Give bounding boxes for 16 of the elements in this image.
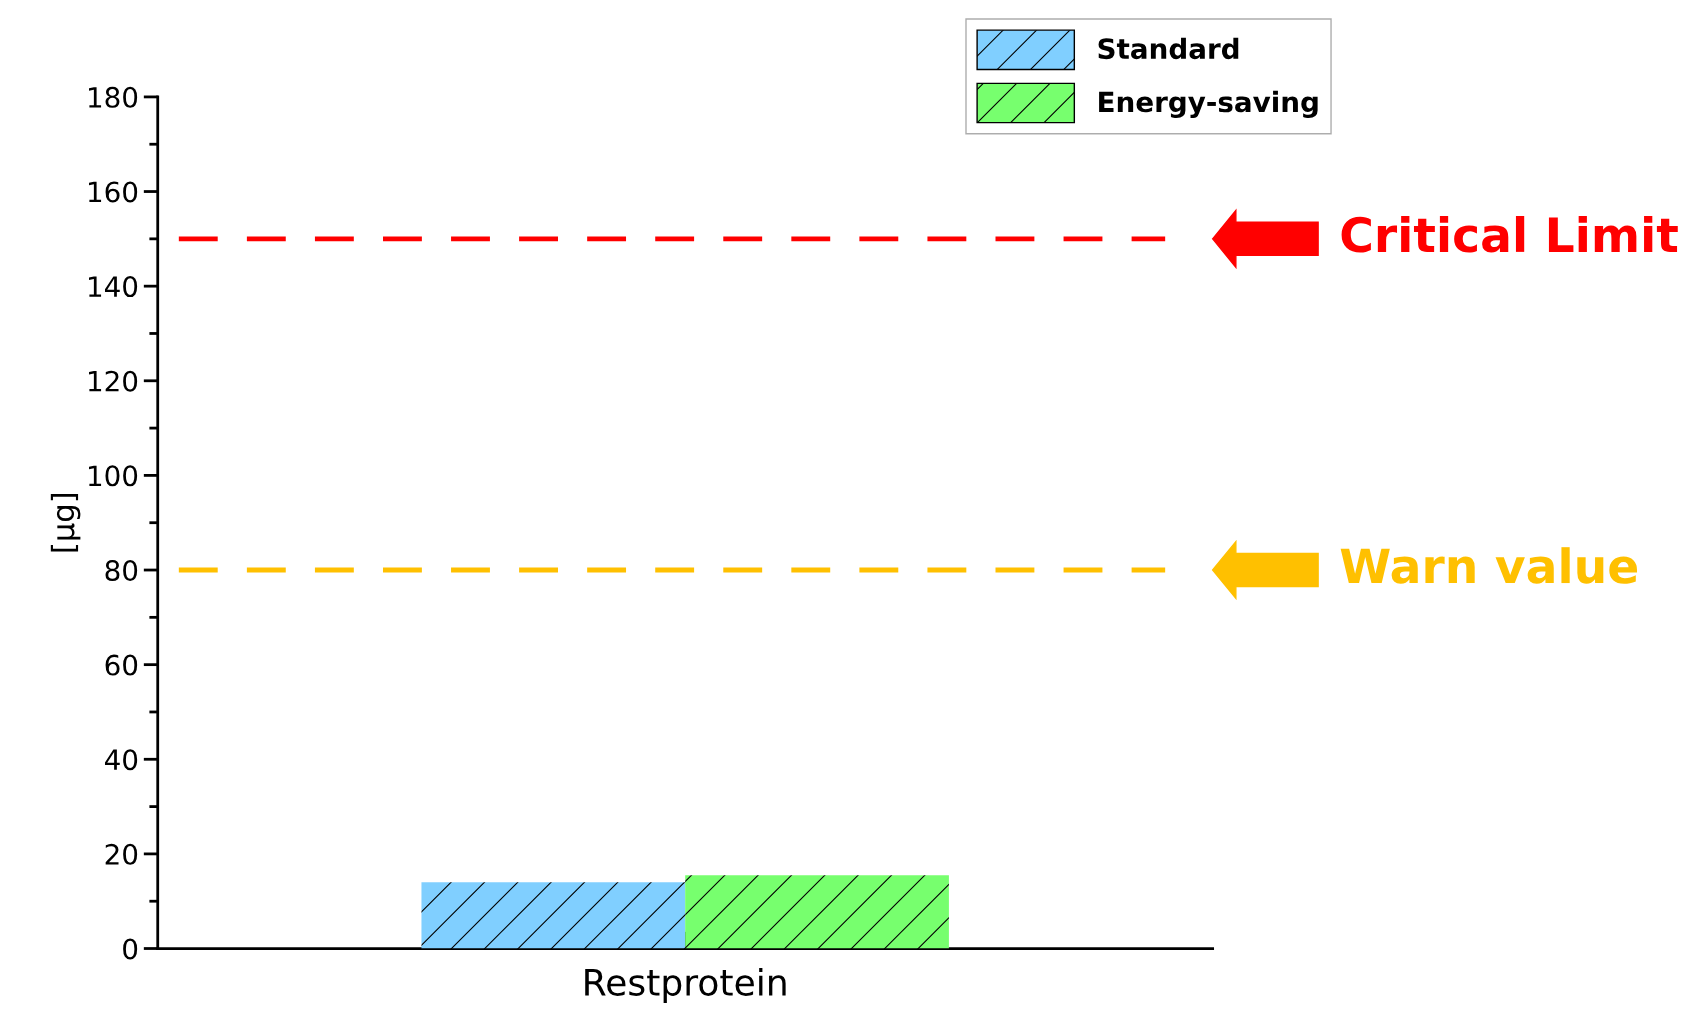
y-tick-label: 160	[89, 181, 138, 203]
y-tick-label: 80	[105, 559, 138, 581]
y-tick-label: 60	[105, 654, 138, 676]
y-tick-label: 0	[123, 938, 138, 960]
y-tick-label: 40	[104, 749, 138, 771]
y-tick-label: 100	[89, 465, 138, 487]
y-tick-label: 140	[89, 276, 138, 298]
legend-label: Standard	[1098, 37, 1239, 60]
y-axis-title: [µg]	[50, 494, 81, 552]
y-tick-label: 180	[89, 86, 138, 108]
y-tick-label: 120	[89, 370, 138, 392]
y-tick-label: 20	[105, 843, 138, 865]
x-tick-label: Restprotein	[585, 967, 786, 1003]
ref-line-label: Warn value	[1340, 547, 1638, 584]
ref-line-label: Critical Limit	[1341, 216, 1678, 253]
legend-label: Energy-saving	[1099, 90, 1318, 118]
